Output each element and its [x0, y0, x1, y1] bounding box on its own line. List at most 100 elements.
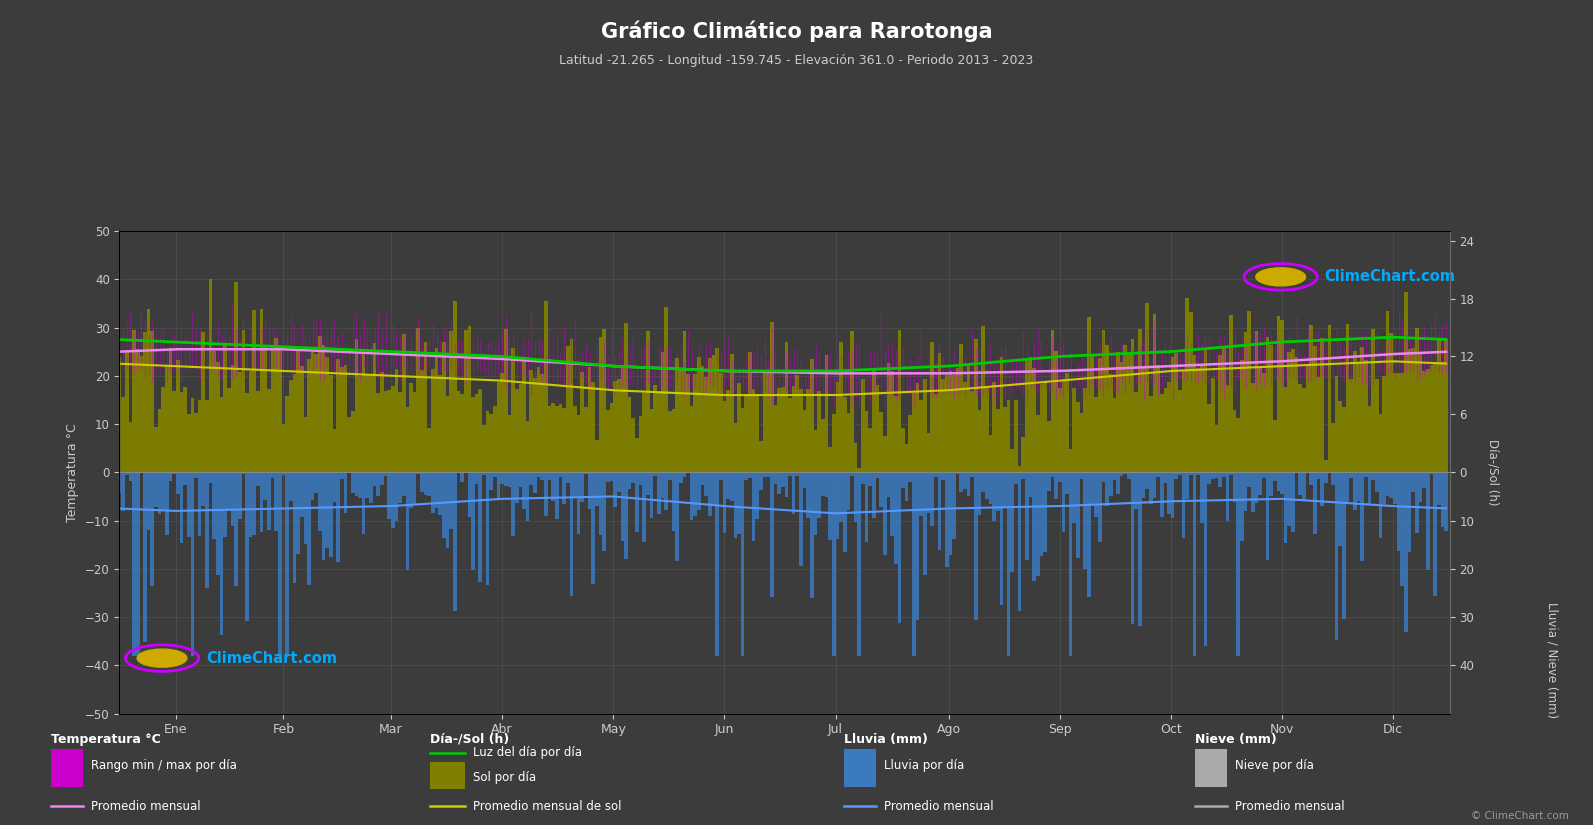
Bar	[1160, 394, 1163, 472]
Bar	[475, 472, 478, 484]
Bar	[599, 472, 602, 535]
Bar	[201, 332, 205, 472]
Bar	[441, 472, 446, 538]
Bar	[460, 472, 464, 482]
Bar	[118, 472, 121, 493]
Bar	[876, 385, 879, 472]
Bar	[905, 472, 908, 502]
Bar	[460, 394, 464, 472]
Bar	[483, 472, 486, 475]
Bar	[1309, 325, 1313, 472]
Bar	[580, 472, 585, 502]
Bar	[959, 472, 964, 492]
Bar	[585, 407, 588, 472]
Bar	[260, 472, 263, 531]
Bar	[1335, 472, 1338, 640]
Bar	[172, 472, 175, 474]
Bar	[237, 472, 242, 520]
Bar	[769, 472, 774, 596]
Bar	[1102, 329, 1106, 472]
Bar	[1247, 311, 1251, 472]
Bar	[800, 389, 803, 472]
Bar	[1386, 311, 1389, 472]
Bar	[1357, 472, 1360, 501]
Bar	[1408, 349, 1411, 472]
Bar	[1185, 472, 1188, 499]
Bar	[679, 370, 682, 472]
Bar	[610, 403, 613, 472]
Bar	[959, 344, 964, 472]
Bar	[894, 472, 897, 563]
Bar	[610, 472, 613, 481]
Bar	[395, 472, 398, 521]
Bar	[758, 441, 763, 472]
Bar	[642, 472, 647, 542]
Bar	[1244, 472, 1247, 512]
Bar	[1332, 472, 1335, 484]
Bar	[344, 472, 347, 513]
Bar	[253, 310, 256, 472]
Bar	[1112, 398, 1117, 472]
Bar	[989, 435, 992, 472]
Bar	[205, 399, 209, 472]
Bar	[373, 343, 376, 472]
Bar	[135, 348, 140, 472]
Bar	[201, 472, 205, 506]
Bar	[1332, 422, 1335, 472]
Bar	[339, 472, 344, 479]
Bar	[263, 472, 268, 500]
Bar	[1007, 400, 1010, 472]
Bar	[205, 472, 209, 587]
Bar	[922, 380, 927, 472]
Text: Rango min / max por día: Rango min / max por día	[91, 759, 237, 771]
Bar	[902, 472, 905, 488]
Bar	[1437, 472, 1440, 506]
Bar	[566, 472, 570, 483]
Text: Día-/Sol (h): Día-/Sol (h)	[430, 733, 510, 746]
Bar	[964, 472, 967, 488]
Bar	[554, 407, 559, 472]
Bar	[226, 472, 231, 511]
Bar	[1301, 472, 1306, 500]
Bar	[698, 356, 701, 472]
Bar	[1287, 472, 1290, 526]
Bar	[621, 472, 624, 541]
Bar	[1445, 472, 1448, 530]
Bar	[996, 409, 999, 472]
Bar	[1200, 365, 1204, 472]
Bar	[1394, 373, 1397, 472]
Bar	[220, 397, 223, 472]
Bar	[1273, 472, 1276, 481]
Bar	[1233, 472, 1236, 502]
Bar	[1270, 345, 1273, 472]
Bar	[577, 472, 580, 534]
Bar	[1219, 356, 1222, 472]
Bar	[1236, 417, 1239, 472]
Bar	[551, 403, 554, 472]
Bar	[1368, 472, 1372, 505]
Bar	[1251, 383, 1255, 472]
Bar	[1077, 472, 1080, 558]
Bar	[1120, 472, 1123, 475]
Bar	[314, 472, 319, 493]
Bar	[545, 472, 548, 516]
Bar	[427, 472, 432, 496]
Bar	[1346, 472, 1349, 503]
Bar	[1397, 374, 1400, 472]
Bar	[121, 472, 124, 511]
Text: Nieve (mm): Nieve (mm)	[1195, 733, 1276, 746]
Bar	[712, 355, 715, 472]
Bar	[180, 392, 183, 472]
Bar	[1378, 472, 1383, 539]
Bar	[913, 394, 916, 472]
Bar	[234, 282, 237, 472]
Bar	[836, 472, 840, 539]
Bar	[322, 472, 325, 559]
Bar	[1214, 426, 1219, 472]
Bar	[299, 365, 304, 472]
Bar	[999, 472, 1004, 605]
Bar	[1309, 472, 1313, 485]
Bar	[143, 472, 147, 642]
Bar	[322, 345, 325, 472]
Bar	[1010, 449, 1015, 472]
